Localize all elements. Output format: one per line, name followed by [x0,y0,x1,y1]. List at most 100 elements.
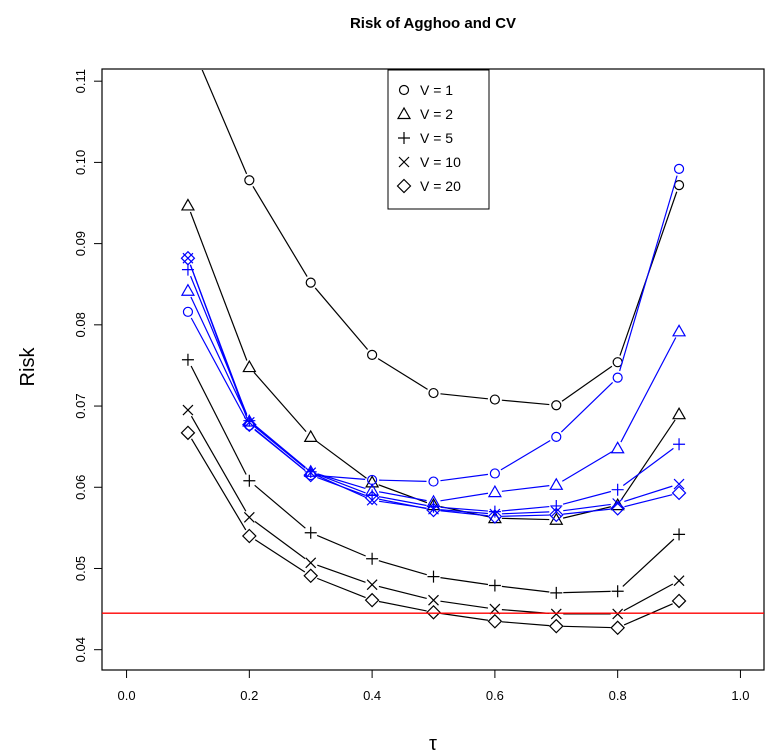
data-point [180,425,196,441]
data-point [611,483,624,496]
series-segment [314,287,369,350]
y-tick-label: 0.09 [73,231,88,256]
data-point [551,400,562,411]
data-point [365,475,380,488]
series-black-triangle [180,198,687,525]
data-point [244,175,255,186]
data-point [304,526,317,539]
series-segment [254,539,306,573]
series-segment [440,612,489,621]
series-segment [623,603,673,626]
data-point [673,478,685,490]
series-segment [377,358,428,390]
data-point [550,586,563,599]
series-segment [622,538,675,587]
data-point [610,441,625,454]
legend-label: V = 2 [420,106,453,122]
data-point [305,277,316,288]
legend-marker-cross-icon [398,156,410,168]
series-segment [317,577,366,599]
series-segment [201,70,248,175]
data-point [673,180,685,191]
series-segment [440,393,488,400]
series-segment [562,490,612,505]
legend-marker-plus-icon [398,132,410,144]
data-point [180,198,195,211]
series-segment [621,419,676,500]
data-point [672,406,687,420]
data-point [612,372,623,383]
series-segment [378,498,427,510]
y-tick-label: 0.08 [73,312,88,337]
data-point [489,394,500,405]
data-point [303,467,319,483]
data-point [366,552,379,565]
legend-marker-triangle-icon [396,106,412,120]
data-point [548,618,564,634]
series-segment [191,438,247,531]
data-point [305,557,317,569]
series-segment [561,451,612,482]
plot-frame [101,68,765,671]
series-segment [440,509,488,515]
data-point [366,494,378,506]
series-segment [189,211,248,361]
data-point [673,528,686,541]
series-segment [315,440,367,479]
series-segment [317,476,366,496]
data-point [550,499,563,512]
data-point [428,476,439,487]
data-point [550,608,562,620]
data-point [673,163,685,174]
data-point [243,414,256,427]
series-black-cross [182,404,685,620]
data-point [673,575,685,587]
series-segment [379,479,427,482]
data-point [428,387,439,399]
series-segment [254,424,306,468]
series-segment [440,510,488,517]
series-segment [190,296,247,416]
series-blue-triangle [180,283,687,507]
data-point [612,608,624,620]
data-point [242,359,257,373]
data-point [182,306,194,317]
series-segment [501,511,550,515]
series-segment [620,337,677,443]
data-point [487,613,503,629]
y-tick-label: 0.11 [73,69,88,93]
series-segment [378,585,427,600]
series-segment [189,264,248,419]
series-segment [623,583,674,612]
x-tick-label: 0.0 [118,688,136,703]
series-segment [317,564,366,583]
legend: V = 1 V = 2 V = 5 V = 10 V = 20 [387,69,490,210]
data-point [427,570,440,583]
series-segment [501,514,550,517]
data-point [551,431,562,443]
series-black-diamond [180,425,687,636]
plot-area: 0.0 0.2 0.4 0.6 0.8 1.0 0.04 0.05 0.06 0.07 0.08 0.… [73,68,765,703]
data-point [243,474,256,487]
series-segment [501,621,550,627]
data-point [489,508,501,520]
data-point [671,593,687,609]
series-segment [501,485,550,492]
series-segment [561,365,613,402]
data-point [364,490,380,506]
data-point [610,620,626,636]
series-blue-plus [181,263,686,518]
series-segment [378,600,427,612]
series-segment [190,365,247,475]
legend-label: V = 1 [420,82,453,98]
y-tick-label: 0.04 [73,637,88,662]
series-segment [317,473,366,494]
legend-label: V = 20 [420,178,461,194]
data-point [182,404,194,416]
series-segment [619,175,678,372]
series-blue-circle [182,163,685,487]
data-point [305,467,317,479]
series-segment [252,185,308,277]
series-segment [190,317,247,420]
